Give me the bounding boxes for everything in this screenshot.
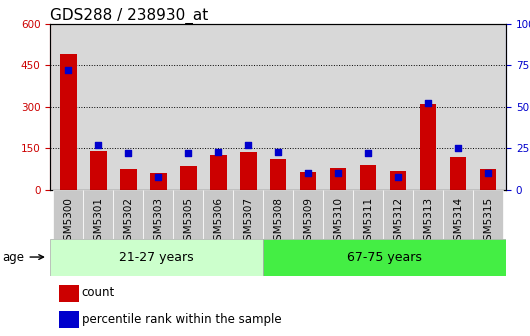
Bar <box>240 153 257 190</box>
Bar <box>143 190 173 239</box>
Point <box>364 151 373 156</box>
Bar <box>263 239 506 276</box>
Text: GSM5312: GSM5312 <box>393 197 403 247</box>
Bar <box>330 168 347 190</box>
Bar <box>323 190 353 239</box>
Bar <box>383 190 413 239</box>
Text: GSM5315: GSM5315 <box>483 197 493 247</box>
Bar <box>233 190 263 239</box>
Text: GSM5300: GSM5300 <box>64 197 73 247</box>
Point <box>184 151 192 156</box>
Bar <box>150 173 166 190</box>
Bar <box>54 190 83 239</box>
Bar <box>210 155 226 190</box>
Bar <box>59 311 78 328</box>
Bar <box>180 166 197 190</box>
Bar <box>83 190 113 239</box>
Point <box>424 101 432 106</box>
Bar <box>59 285 78 301</box>
Point <box>274 149 282 154</box>
Text: GDS288 / 238930_at: GDS288 / 238930_at <box>50 7 209 24</box>
Text: GSM5303: GSM5303 <box>153 197 163 247</box>
Text: GSM5308: GSM5308 <box>273 197 283 247</box>
Point <box>124 151 132 156</box>
Text: GSM5305: GSM5305 <box>183 197 193 247</box>
Bar <box>50 239 263 276</box>
Point <box>94 142 103 148</box>
Bar <box>360 165 376 190</box>
Bar <box>270 159 287 190</box>
Point <box>394 174 402 179</box>
Text: GSM5306: GSM5306 <box>213 197 223 247</box>
Text: age: age <box>3 251 43 263</box>
Bar <box>353 190 383 239</box>
Bar <box>120 169 137 190</box>
Text: GSM5311: GSM5311 <box>363 197 373 247</box>
Bar <box>90 151 107 190</box>
Text: GSM5313: GSM5313 <box>423 197 433 247</box>
Point <box>214 149 223 154</box>
Text: GSM5307: GSM5307 <box>243 197 253 247</box>
Bar <box>450 157 466 190</box>
Point <box>454 145 462 151</box>
Text: count: count <box>82 286 115 299</box>
Point <box>334 171 342 176</box>
Text: percentile rank within the sample: percentile rank within the sample <box>82 312 281 326</box>
Point <box>304 171 313 176</box>
Bar <box>173 190 204 239</box>
Bar <box>413 190 443 239</box>
Bar <box>60 54 77 190</box>
Bar <box>420 104 436 190</box>
Bar <box>443 190 473 239</box>
Text: GSM5302: GSM5302 <box>123 197 134 247</box>
Point <box>244 142 252 148</box>
Bar <box>390 171 407 190</box>
Text: 67-75 years: 67-75 years <box>347 251 422 263</box>
Bar <box>480 169 497 190</box>
Text: GSM5314: GSM5314 <box>453 197 463 247</box>
Point <box>484 171 492 176</box>
Text: GSM5309: GSM5309 <box>303 197 313 247</box>
Bar <box>113 190 143 239</box>
Text: 21-27 years: 21-27 years <box>119 251 194 263</box>
Bar <box>293 190 323 239</box>
Text: GSM5301: GSM5301 <box>93 197 103 247</box>
Bar <box>300 172 316 190</box>
Point <box>154 174 163 179</box>
Bar <box>263 190 293 239</box>
Bar <box>204 190 233 239</box>
Point <box>64 68 73 73</box>
Text: GSM5310: GSM5310 <box>333 197 343 247</box>
Bar <box>473 190 503 239</box>
